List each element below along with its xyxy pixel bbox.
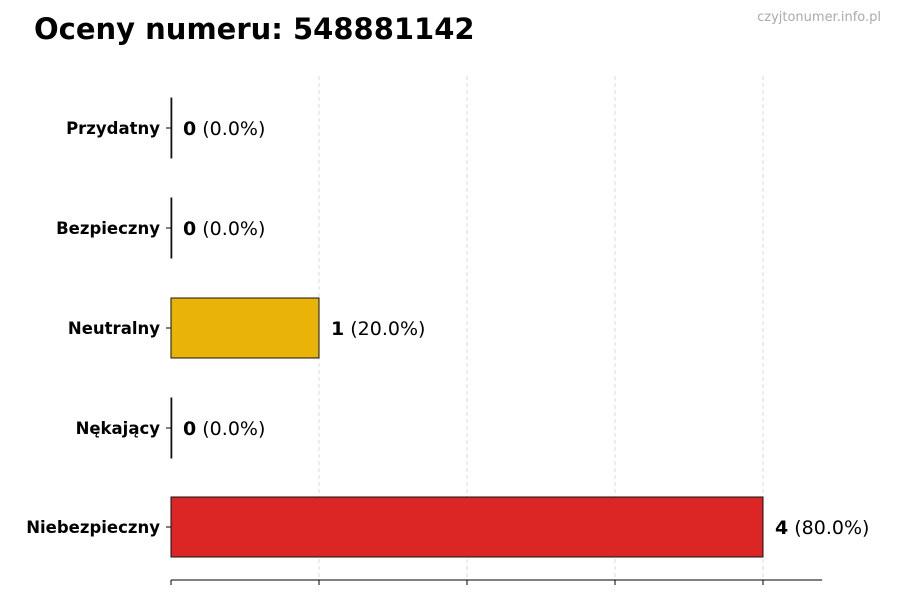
bar (170, 197, 173, 259)
data-label-percent: (0.0%) (196, 218, 265, 240)
data-label-percent: (0.0%) (196, 418, 265, 440)
bar (170, 397, 173, 459)
bar (170, 297, 320, 359)
watermark: czyjtonumer.info.pl (757, 10, 881, 25)
category-label: Bezpieczny (56, 219, 160, 238)
data-label: 1 (20.0%) (331, 318, 425, 340)
category-label: Nękający (76, 419, 161, 438)
category-label: Niebezpieczny (26, 518, 160, 537)
data-label: 0 (0.0%) (183, 418, 265, 440)
data-label-percent: (80.0%) (788, 517, 869, 539)
data-label-percent: (0.0%) (196, 118, 265, 140)
data-label: 0 (0.0%) (183, 218, 265, 240)
data-label-count: 0 (183, 218, 196, 240)
category-label: Neutralny (68, 319, 160, 338)
data-label-count: 0 (183, 118, 196, 140)
chart-title: Oceny numeru: 548881142 (34, 12, 475, 46)
bar (170, 496, 764, 558)
data-label: 0 (0.0%) (183, 118, 265, 140)
data-label-count: 1 (331, 318, 344, 340)
data-label-percent: (20.0%) (344, 318, 425, 340)
data-label-count: 0 (183, 418, 196, 440)
bar (170, 97, 173, 159)
data-label-count: 4 (775, 517, 788, 539)
category-label: Przydatny (66, 119, 160, 138)
data-label: 4 (80.0%) (775, 517, 869, 539)
